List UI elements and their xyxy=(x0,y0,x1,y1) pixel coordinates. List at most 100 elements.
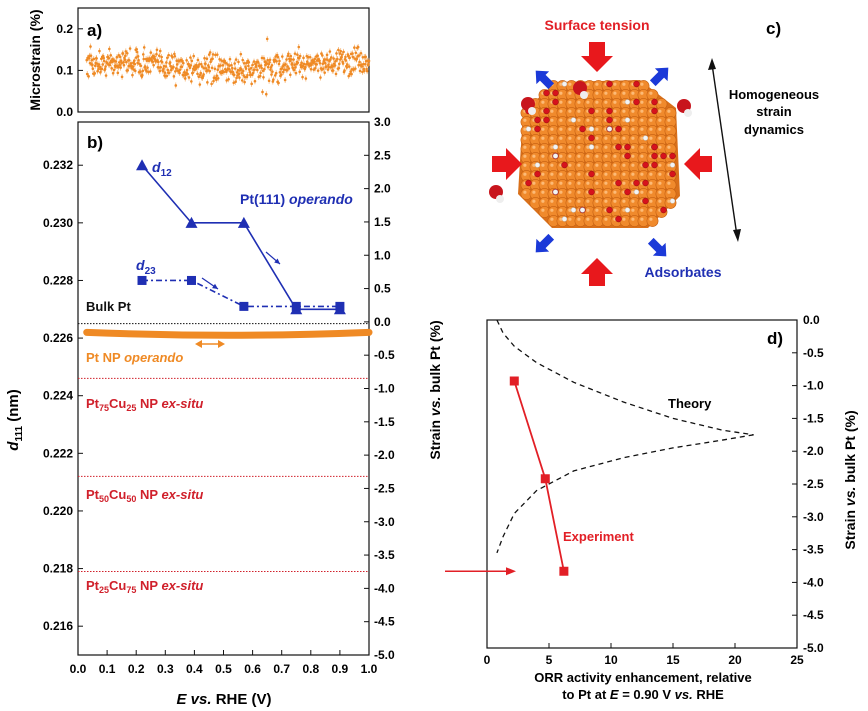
microstrain-point xyxy=(146,66,149,69)
adsorbate-atom xyxy=(588,188,595,196)
pt-atom-highlight xyxy=(577,118,581,122)
b-y2tick-label: -2.5 xyxy=(374,481,395,495)
pt-atom-highlight xyxy=(586,181,590,185)
microstrain-point xyxy=(142,46,146,49)
pt-atom-highlight xyxy=(568,136,572,140)
pt-atom-highlight xyxy=(595,82,599,86)
b-y2tick-label: -2.0 xyxy=(374,448,395,462)
b-ytick-label: 0.216 xyxy=(43,619,73,633)
microstrain-point xyxy=(239,52,243,56)
microstrain-point xyxy=(208,51,212,54)
pt-atom-highlight xyxy=(622,163,626,167)
d-ytick-label: -3.0 xyxy=(803,510,824,524)
microstrain-point xyxy=(313,57,317,61)
microstrain-point xyxy=(321,67,325,70)
pt-np-operando-band-path xyxy=(83,328,373,339)
microstrain-point xyxy=(270,64,274,67)
microstrain-point xyxy=(346,54,350,58)
microstrain-point xyxy=(127,58,131,62)
d-ytick-label: -4.0 xyxy=(803,575,824,589)
pt-atom-highlight xyxy=(550,181,554,185)
microstrain-point xyxy=(109,54,113,57)
microstrain-point xyxy=(163,71,167,74)
pt-atom-highlight xyxy=(550,163,554,167)
microstrain-point xyxy=(125,51,129,55)
microstrain-point xyxy=(174,67,178,70)
microstrain-point xyxy=(93,72,97,75)
pt-atom-highlight xyxy=(640,109,644,113)
pt-atom-highlight xyxy=(550,109,554,113)
b-ytick-label: 0.218 xyxy=(43,562,73,576)
pt-atom-highlight xyxy=(559,208,563,212)
microstrain-point xyxy=(285,69,289,72)
adsorbate-atom xyxy=(588,126,595,132)
d23-point xyxy=(291,301,301,311)
microstrain-point xyxy=(165,61,168,64)
microstrain-point xyxy=(199,71,203,75)
pt-atom-highlight xyxy=(577,217,581,221)
pt-atom-highlight xyxy=(559,109,563,113)
adsorbate-atom xyxy=(606,206,613,214)
pt-atom-highlight xyxy=(550,118,554,122)
b-ytick-label: 0.224 xyxy=(43,389,73,403)
adsorbate-atom xyxy=(534,170,541,178)
panel-b-y-axis-label: d111 (nm) xyxy=(5,389,25,450)
microstrain-point xyxy=(197,75,201,79)
d-ytick-label: -1.0 xyxy=(803,379,824,393)
microstrain-point xyxy=(137,58,140,62)
microstrain-point xyxy=(158,54,161,58)
microstrain-point xyxy=(202,66,206,70)
microstrain-point xyxy=(237,60,240,64)
microstrain-point xyxy=(110,67,114,70)
b-xtick-label: 0.4 xyxy=(186,662,203,676)
pt-atom-highlight xyxy=(577,109,581,113)
pt-atom-highlight xyxy=(532,181,536,185)
pt-atom-highlight xyxy=(559,181,563,185)
pt-atom-highlight xyxy=(559,190,563,194)
microstrain-point xyxy=(104,65,107,68)
pt-atom-highlight xyxy=(559,172,563,176)
pt-atom-highlight xyxy=(541,181,545,185)
b-y2tick-label: -3.5 xyxy=(374,548,395,562)
microstrain-point xyxy=(175,63,179,66)
adsorbate-atom xyxy=(552,89,559,97)
theory-lower_branch xyxy=(496,434,754,554)
pt-atom-highlight xyxy=(667,127,671,131)
theory-upper_branch xyxy=(496,319,754,436)
adsorbate-atom xyxy=(534,162,541,168)
microstrain-point xyxy=(112,68,116,72)
microstrain-point xyxy=(298,70,302,74)
b-y2tick-label: 1.0 xyxy=(374,248,391,262)
microstrain-point xyxy=(364,55,368,59)
pt-atom-highlight xyxy=(622,91,626,95)
panel-c: c) Surface tension Adsorbates Homogeneou… xyxy=(489,17,819,286)
b-xtick-label: 0.2 xyxy=(128,662,145,676)
b-y2tick-label: 0.5 xyxy=(374,282,391,296)
pt-atom-highlight xyxy=(586,82,590,86)
pt-atom-highlight xyxy=(631,172,635,176)
pt-atom-highlight xyxy=(559,145,563,149)
adsorbate-atom xyxy=(525,126,532,132)
b-ytick-label: 0.232 xyxy=(43,158,73,172)
pt-atom-highlight xyxy=(604,163,608,167)
microstrain-point xyxy=(259,64,263,67)
microstrain-point xyxy=(309,67,313,71)
microstrain-point xyxy=(123,58,127,62)
surface-tension-label: Surface tension xyxy=(544,17,649,33)
microstrain-point xyxy=(126,69,130,72)
bulk-pt-label: Bulk Pt xyxy=(86,299,131,314)
pt-atom-highlight xyxy=(586,127,590,131)
pt-atom-highlight xyxy=(586,199,590,203)
adsorbate-atom xyxy=(552,153,559,159)
microstrain-point xyxy=(160,55,163,59)
d-ytick-label: -2.5 xyxy=(803,477,824,491)
adsorbate-atom xyxy=(624,207,631,213)
panel-b: 0.0 0.1 0.2 0.3 0.4 0.5 0.6 0.7 0.8 0.9 1.0 0.2160… xyxy=(5,115,443,708)
pt-atom-highlight xyxy=(577,199,581,203)
microstrain-point xyxy=(362,62,365,66)
microstrain-point xyxy=(304,77,308,80)
pt-atom-highlight xyxy=(595,199,599,203)
pt-atom-highlight xyxy=(604,199,608,203)
microstrain-point xyxy=(210,82,213,86)
